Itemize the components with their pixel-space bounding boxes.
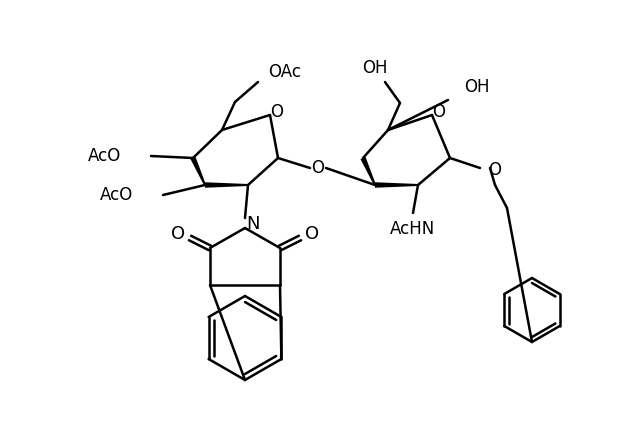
- Text: OAc: OAc: [269, 63, 301, 81]
- Text: O: O: [171, 225, 185, 243]
- Text: AcHN: AcHN: [390, 220, 436, 238]
- Text: O: O: [311, 159, 324, 177]
- Text: O: O: [488, 161, 501, 179]
- Text: AcO: AcO: [88, 147, 121, 165]
- Text: O: O: [305, 225, 319, 243]
- Polygon shape: [361, 157, 376, 185]
- Polygon shape: [190, 157, 206, 185]
- Text: N: N: [247, 215, 260, 233]
- Text: O: O: [271, 103, 283, 121]
- Polygon shape: [375, 182, 418, 188]
- Text: OH: OH: [362, 59, 388, 77]
- Text: AcO: AcO: [100, 186, 133, 204]
- Text: O: O: [433, 103, 445, 121]
- Polygon shape: [205, 182, 248, 188]
- Text: OH: OH: [464, 78, 489, 96]
